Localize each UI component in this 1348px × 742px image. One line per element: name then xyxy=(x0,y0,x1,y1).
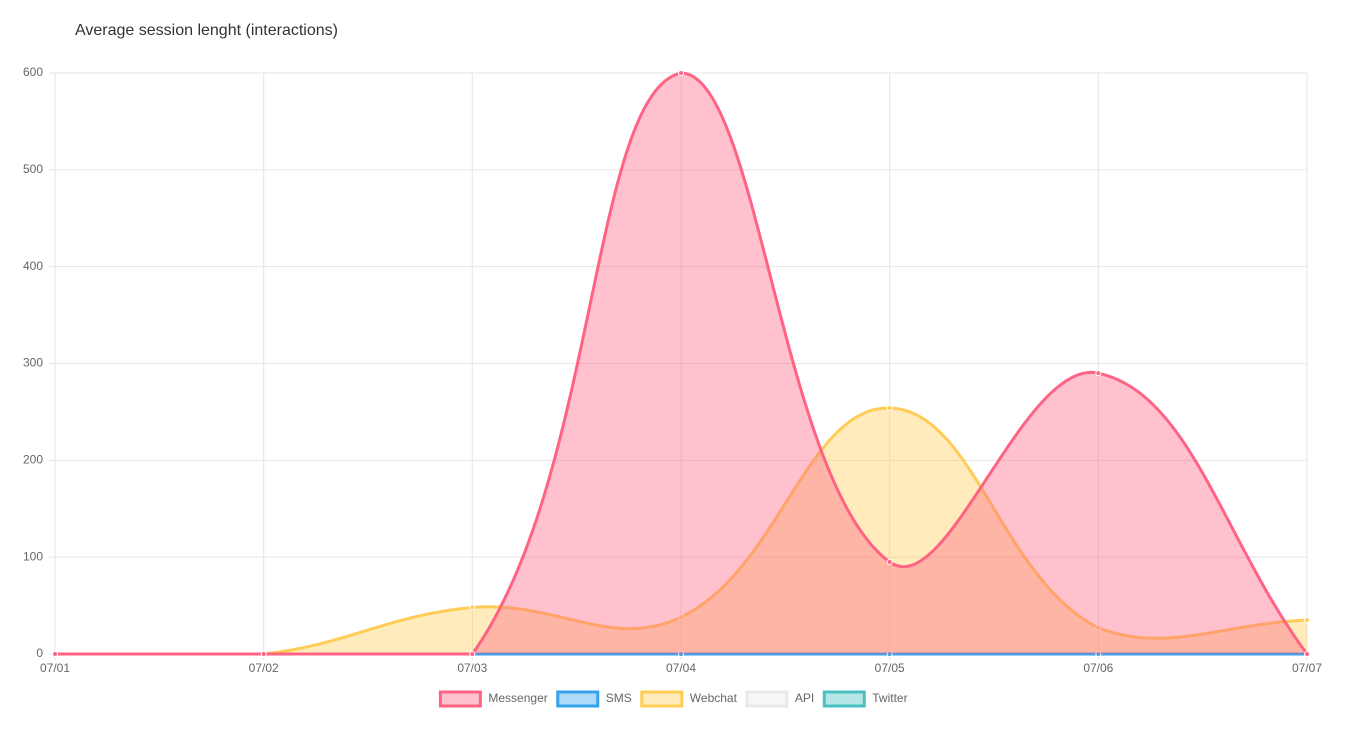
y-tick-label: 300 xyxy=(23,356,43,370)
data-point xyxy=(886,405,893,412)
series-area xyxy=(55,73,1307,654)
series-area xyxy=(55,408,1307,654)
data-point xyxy=(678,70,684,76)
data-point xyxy=(1095,624,1102,631)
data-point xyxy=(260,651,267,657)
legend-label: SMS xyxy=(606,691,632,705)
legend-swatch xyxy=(745,690,789,708)
data-point xyxy=(1095,370,1102,377)
legend-label: Twitter xyxy=(872,691,907,705)
data-point xyxy=(886,559,893,566)
data-point xyxy=(678,651,684,657)
y-tick-label: 500 xyxy=(23,162,43,176)
data-point xyxy=(52,651,58,657)
x-tick-label: 07/06 xyxy=(1083,661,1113,675)
chart-title: Average session lenght (interactions) xyxy=(75,22,338,39)
data-point xyxy=(1304,617,1310,624)
data-point xyxy=(678,614,684,621)
y-tick-label: 100 xyxy=(23,549,43,563)
data-point xyxy=(469,651,476,657)
x-tick-label: 07/03 xyxy=(457,661,487,675)
y-tick-label: 200 xyxy=(23,453,43,467)
legend-label: Webchat xyxy=(690,691,738,705)
data-point xyxy=(886,651,893,657)
data-point xyxy=(1304,651,1310,657)
x-tick-label: 07/05 xyxy=(875,661,905,675)
y-tick-label: 0 xyxy=(36,646,43,660)
legend-swatch xyxy=(438,690,482,708)
x-tick-label: 07/01 xyxy=(40,661,70,675)
y-tick-label: 400 xyxy=(23,259,43,273)
legend-label: API xyxy=(795,691,814,705)
data-point xyxy=(1095,651,1102,657)
legend: Messenger SMS Webchat API Twitter xyxy=(438,690,908,708)
legend-label: Messenger xyxy=(488,691,547,705)
x-tick-label: 07/07 xyxy=(1292,661,1322,675)
legend-swatch xyxy=(640,690,684,708)
legend-swatch xyxy=(822,690,866,708)
x-tick-label: 07/02 xyxy=(249,661,279,675)
data-point xyxy=(469,604,476,611)
y-tick-label: 600 xyxy=(23,65,43,79)
legend-swatch xyxy=(556,690,600,708)
x-tick-label: 07/04 xyxy=(666,661,696,675)
